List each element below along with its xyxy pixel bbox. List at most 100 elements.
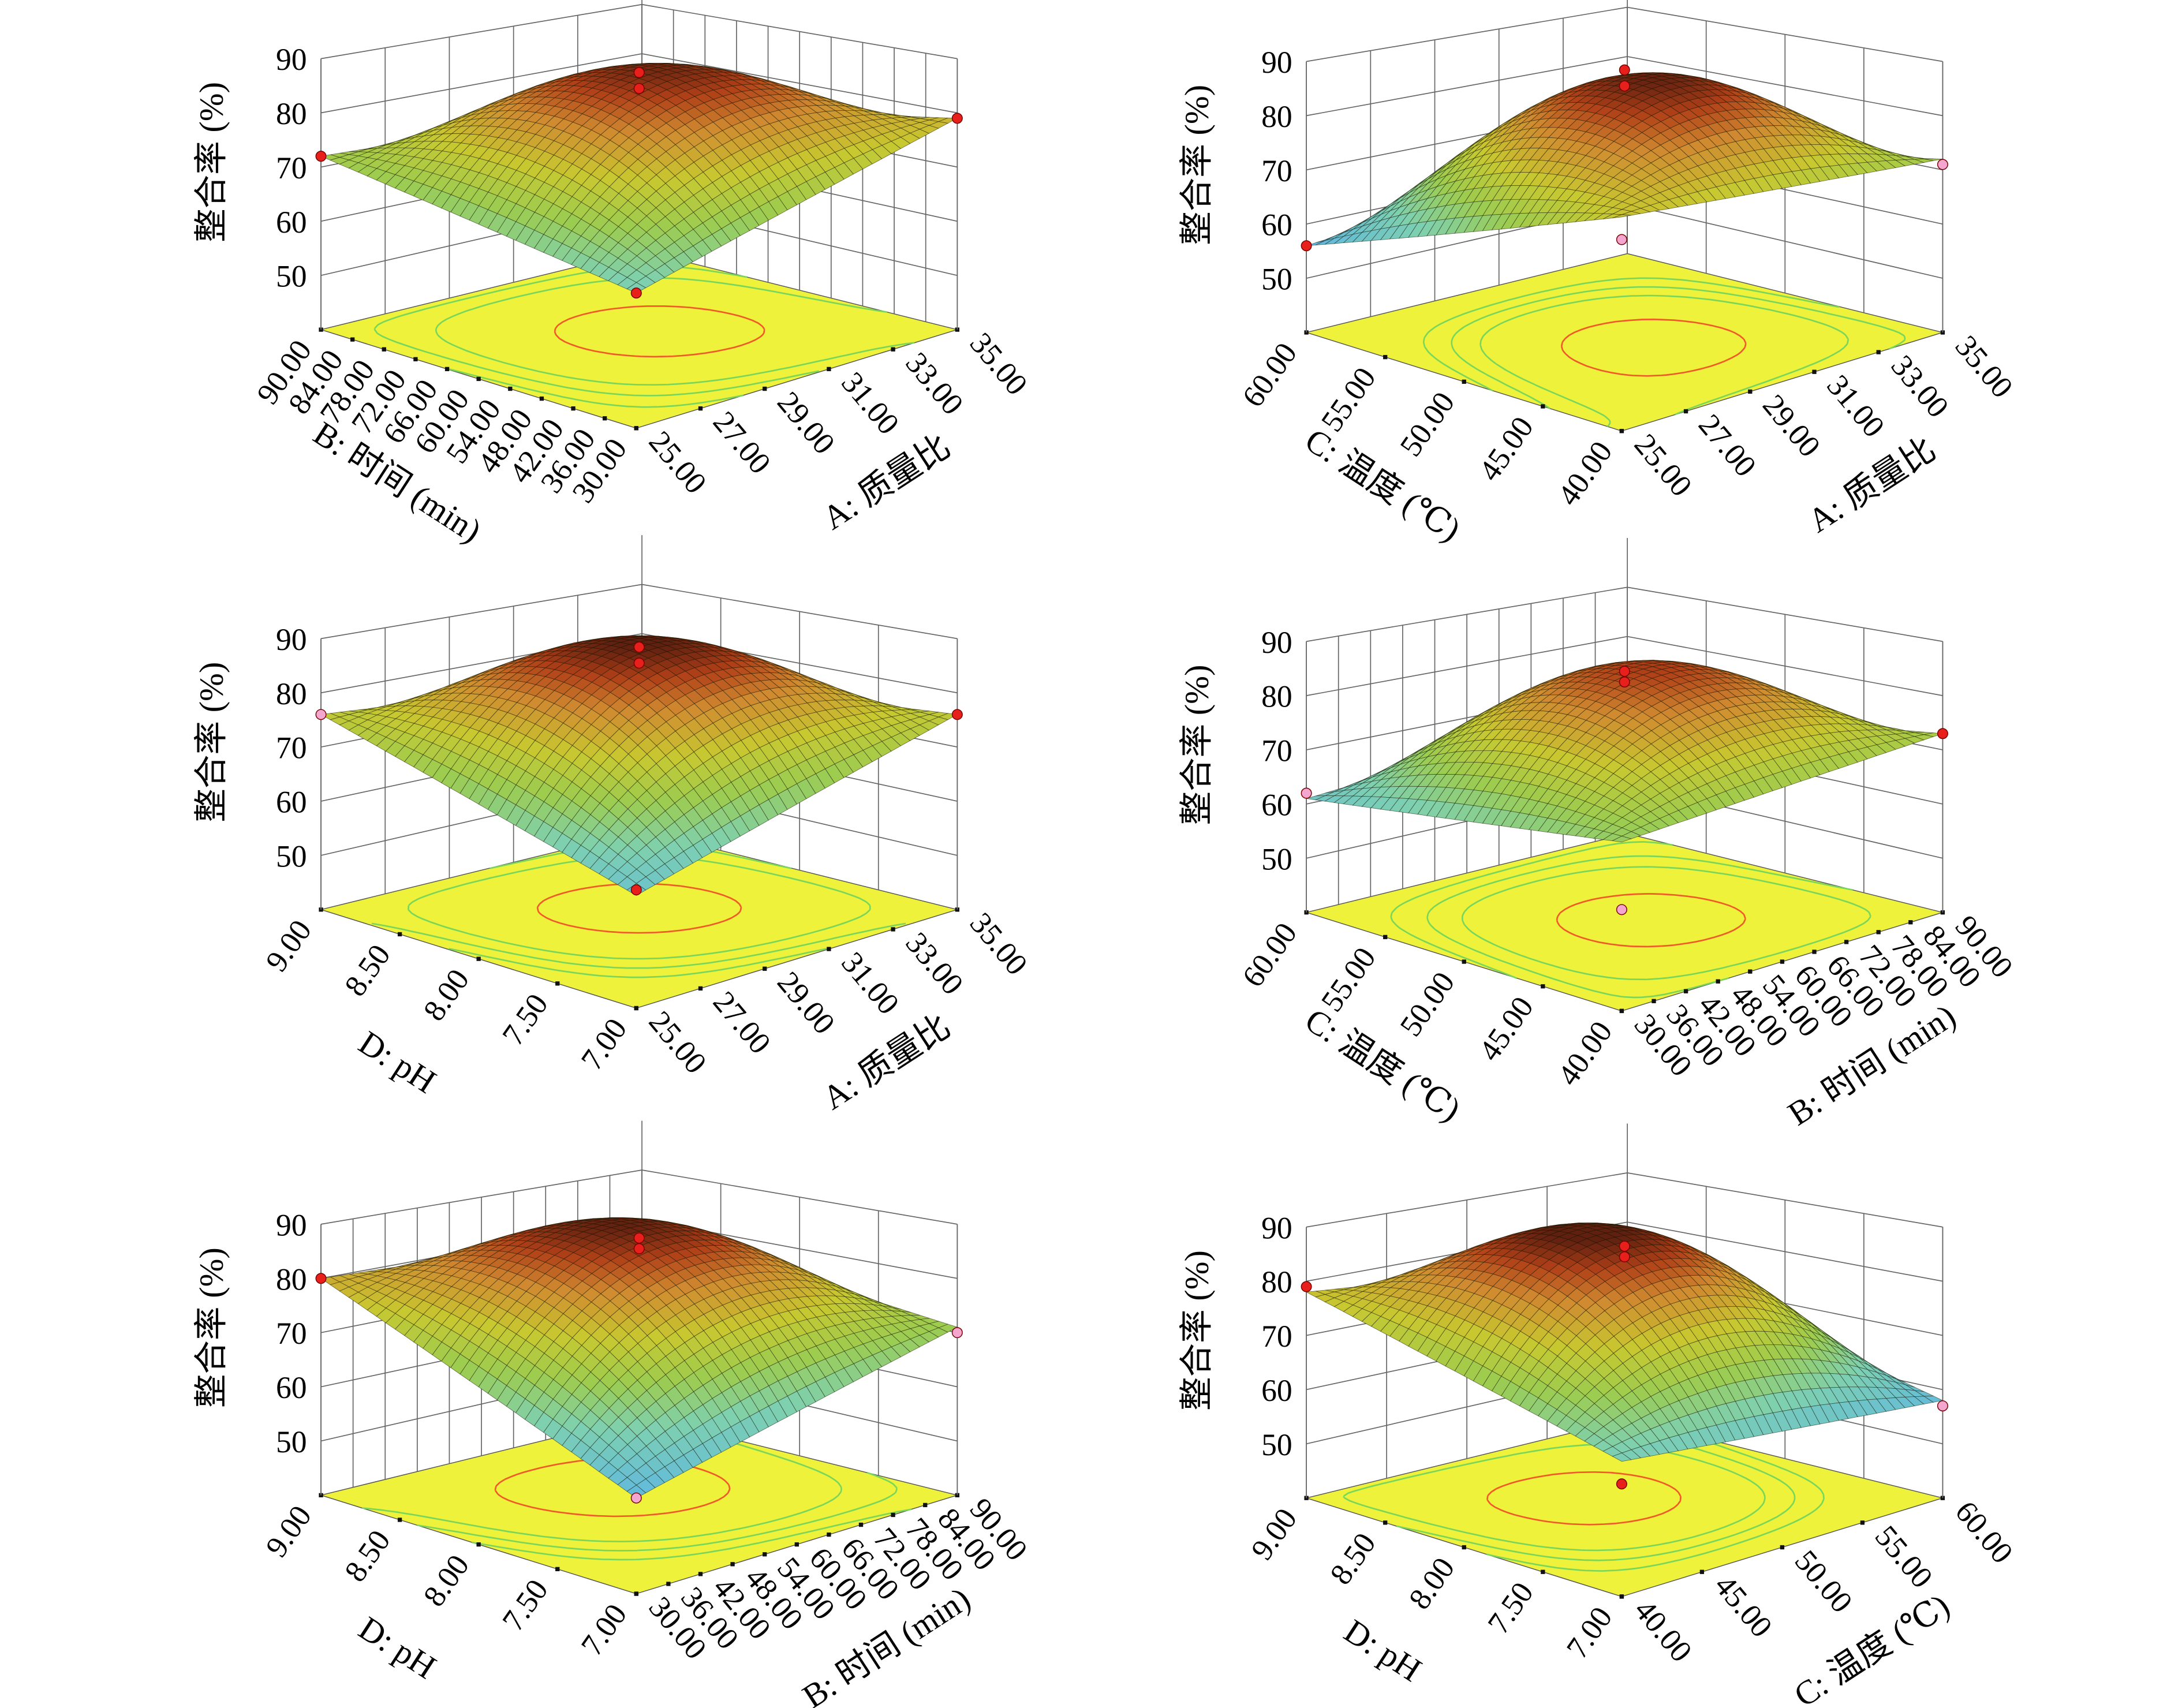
left-axis-title: C: 温度 (℃)	[1299, 1001, 1467, 1128]
left-axis-tick-label: 60.00	[1235, 337, 1303, 413]
z-axis-tick-label: 50	[276, 839, 307, 873]
design-point	[951, 113, 963, 124]
design-point	[1619, 80, 1630, 92]
right-axis-tick-label: 27.00	[707, 985, 778, 1060]
z-axis-tick-label: 90	[1261, 625, 1292, 660]
left-axis-tick-mark	[350, 337, 355, 342]
right-axis-tick-mark	[1908, 920, 1913, 925]
right-axis-tick-mark	[1619, 1008, 1624, 1014]
design-point	[1301, 240, 1312, 252]
right-axis-tick-mark	[1876, 930, 1881, 935]
contour-line-4	[447, 368, 743, 408]
right-axis-tick-mark	[1683, 409, 1688, 414]
design-point	[1616, 234, 1627, 245]
right-axis-tick-mark	[891, 1512, 895, 1518]
left-axis-tick-mark	[397, 932, 402, 937]
z-axis-title: 整合率 (%)	[1178, 85, 1215, 245]
right-axis-tick-mark	[1619, 429, 1624, 433]
right-axis-tick-label: 33.00	[1885, 349, 1956, 424]
right-axis-tick-mark	[1748, 389, 1753, 394]
z-axis-title: 整合率 (%)	[1178, 665, 1215, 825]
left-axis-tick-label: 9.00	[259, 913, 318, 977]
design-point	[1619, 666, 1630, 677]
z-axis-tick-label: 80	[276, 96, 307, 131]
z-axis-tick-label: 90	[1261, 45, 1292, 80]
left-wall-gridline	[320, 3, 642, 59]
right-axis-tick-label: 35.00	[963, 326, 1035, 402]
z-axis-tick-label: 60	[276, 785, 307, 820]
right-axis-tick-label: 25.00	[1628, 427, 1699, 503]
z-axis-tick-label: 90	[276, 42, 307, 77]
right-axis-tick-mark	[1876, 350, 1881, 354]
left-axis-tick-mark	[1462, 379, 1466, 384]
z-axis-tick-label: 70	[1261, 734, 1292, 768]
design-point	[1619, 676, 1630, 688]
contour-line-2	[435, 277, 915, 386]
right-axis-tick-mark	[1812, 950, 1817, 954]
left-axis-tick-mark	[539, 396, 544, 401]
z-axis-tick-label: 60	[1261, 208, 1292, 242]
right-axis-tick-label: 31.00	[835, 945, 906, 1021]
design-point	[633, 83, 645, 94]
design-point	[1301, 787, 1312, 799]
right-axis-tick-mark	[891, 347, 895, 352]
left-axis-tick-label: 40.00	[1550, 1015, 1619, 1092]
left-axis-tick-mark	[603, 416, 607, 421]
right-axis-tick-mark	[1748, 969, 1753, 974]
right-axis-title: A: 质量比	[816, 427, 957, 537]
left-axis-tick-mark	[397, 1518, 402, 1522]
right-axis-tick-mark	[1812, 369, 1817, 374]
left-axis-tick-mark	[319, 327, 323, 332]
z-axis-tick-label: 90	[276, 622, 307, 657]
left-axis-tick-mark	[1541, 404, 1545, 409]
right-axis-tick-label: 35.00	[1949, 328, 2020, 404]
left-axis-tick-mark	[1383, 935, 1388, 940]
left-axis-tick-label: 50.00	[1393, 386, 1461, 462]
left-wall-gridline	[1306, 6, 1628, 62]
left-wall-gridline	[320, 53, 642, 114]
right-axis-tick-label: 35.00	[963, 906, 1035, 981]
right-axis-tick-label: 31.00	[835, 365, 906, 441]
left-axis-tick-mark	[1541, 984, 1545, 989]
left-axis-tick-mark	[571, 406, 576, 411]
right-axis-tick-mark	[1844, 940, 1849, 944]
left-axis-tick-label: 8.00	[416, 963, 476, 1027]
right-axis-tick-mark	[955, 327, 959, 332]
left-axis-tick-label: 45.00	[1472, 990, 1540, 1067]
left-axis-tick-label: 50.00	[1393, 966, 1461, 1042]
left-axis-tick-mark	[1462, 959, 1466, 964]
design-point	[633, 641, 645, 653]
right-axis-tick-mark	[1683, 989, 1688, 993]
right-axis-tick-label: 33.00	[899, 926, 970, 1001]
right-axis-tick-label: 27.00	[1692, 408, 1763, 483]
left-wall-gridline	[320, 584, 642, 640]
left-axis-tick-label: 60.00	[1235, 916, 1303, 993]
right-axis-tick-mark	[666, 1582, 671, 1586]
response-surface	[320, 1217, 958, 1498]
right-axis-tick-mark	[1780, 959, 1785, 964]
right-axis-tick-mark	[763, 386, 767, 391]
right-axis-tick-mark	[827, 367, 831, 372]
left-axis-tick-mark	[413, 357, 418, 361]
z-axis-title: 整合率 (%)	[192, 662, 230, 823]
right-axis-tick-mark	[698, 1572, 703, 1576]
design-point	[630, 287, 642, 299]
design-point	[1619, 64, 1630, 76]
right-axis-tick-mark	[634, 1006, 638, 1011]
left-axis-tick-mark	[555, 981, 560, 986]
left-axis-title: C: 温度 (℃)	[1299, 421, 1467, 548]
z-axis-title: 整合率 (%)	[192, 82, 230, 242]
design-point	[633, 657, 645, 669]
design-point	[315, 709, 327, 720]
right-axis-tick-label: 29.00	[1756, 388, 1828, 464]
right-axis-tick-mark	[794, 1542, 799, 1547]
left-axis-tick-mark	[555, 1567, 560, 1572]
design-point	[630, 884, 642, 896]
z-axis-tick-label: 70	[1261, 154, 1292, 188]
design-point	[315, 151, 327, 162]
left-axis-tick-mark	[382, 347, 386, 352]
